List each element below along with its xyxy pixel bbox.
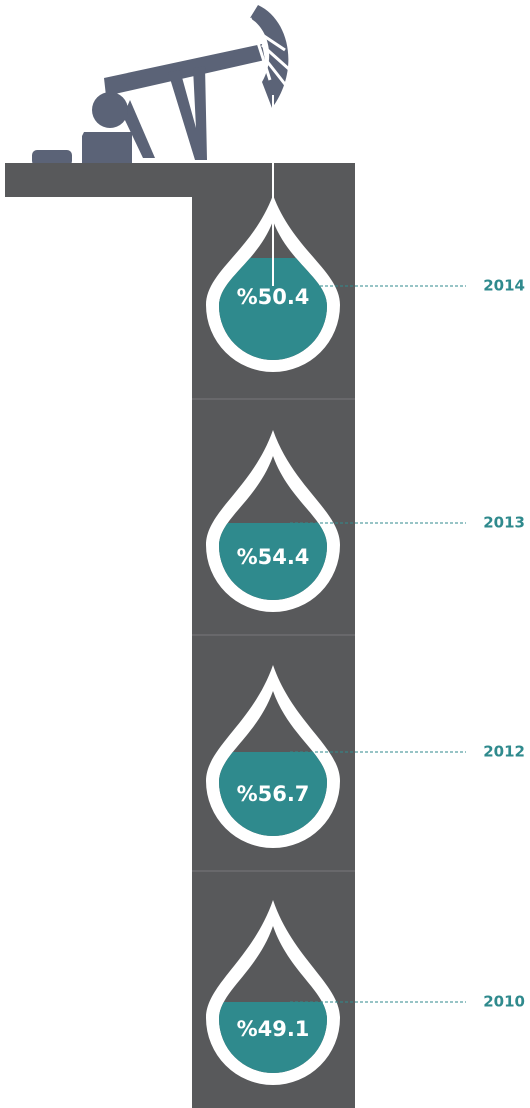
percent-label: %49.1 (237, 1017, 310, 1041)
year-label: 2013 (483, 514, 525, 532)
percent-label: %54.4 (237, 545, 310, 569)
pump-jack (32, 5, 291, 166)
year-label: 2014 (483, 277, 525, 295)
year-label: 2010 (483, 993, 525, 1011)
shaft-dividers (192, 398, 355, 872)
year-label: 2012 (483, 743, 525, 761)
percent-label: %50.4 (237, 285, 310, 309)
percent-label: %56.7 (237, 782, 310, 806)
drop-fill (219, 752, 327, 836)
